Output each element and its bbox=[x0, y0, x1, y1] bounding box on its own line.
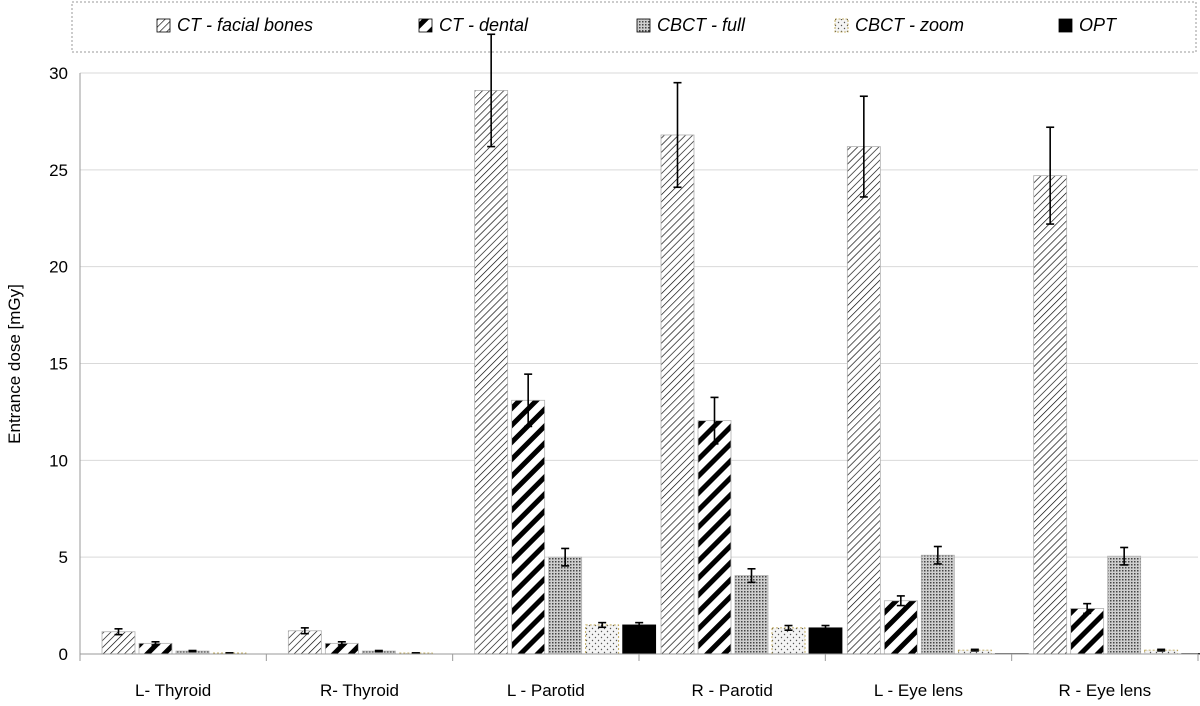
x-tick-label: L- Thyroid bbox=[135, 681, 211, 700]
x-tick-label: L - Eye lens bbox=[874, 681, 963, 700]
grid bbox=[80, 73, 1198, 557]
legend-label: CT - facial bones bbox=[177, 15, 313, 35]
legend-label: CT - dental bbox=[439, 15, 529, 35]
y-tick-label: 20 bbox=[49, 258, 68, 277]
y-tick-label: 5 bbox=[59, 548, 68, 567]
legend-swatch bbox=[157, 19, 170, 32]
bar bbox=[809, 628, 842, 654]
legend-label: OPT bbox=[1079, 15, 1118, 35]
bar bbox=[475, 90, 508, 654]
legend-swatch bbox=[419, 19, 432, 32]
legend-swatch bbox=[835, 19, 848, 32]
bar bbox=[1034, 176, 1067, 654]
bars bbox=[102, 90, 1200, 654]
bar bbox=[1108, 556, 1141, 654]
bar bbox=[884, 601, 917, 654]
x-tick-label: R - Parotid bbox=[692, 681, 773, 700]
y-tick-label: 25 bbox=[49, 161, 68, 180]
bar bbox=[512, 400, 545, 654]
bar bbox=[921, 555, 954, 654]
legend-label: CBCT - zoom bbox=[855, 15, 964, 35]
x-axis: L- Thyroid R- Thyroid L - Parotid R - Parot… bbox=[80, 654, 1198, 700]
x-tick-label: R - Eye lens bbox=[1059, 681, 1152, 700]
y-tick-label: 30 bbox=[49, 64, 68, 83]
y-tick-label: 10 bbox=[49, 451, 68, 470]
y-axis: 0 5 10 15 20 25 30 bbox=[49, 64, 80, 664]
bar bbox=[772, 628, 805, 654]
bar bbox=[549, 557, 582, 654]
legend-swatch bbox=[1059, 19, 1072, 32]
legend-swatch bbox=[637, 19, 650, 32]
bar bbox=[586, 625, 619, 654]
error-bars bbox=[115, 34, 1166, 653]
bar bbox=[661, 135, 694, 654]
y-tick-label: 15 bbox=[49, 355, 68, 374]
bar bbox=[623, 625, 656, 654]
legend-label: CBCT - full bbox=[657, 15, 746, 35]
y-tick-label: 0 bbox=[59, 645, 68, 664]
x-tick-label: L - Parotid bbox=[507, 681, 585, 700]
x-tick-label: R- Thyroid bbox=[320, 681, 399, 700]
bar bbox=[735, 576, 768, 654]
legend: CT - facial bones CT - dental CBCT - full C… bbox=[72, 2, 1196, 52]
bar bbox=[1071, 608, 1104, 654]
bar bbox=[847, 147, 880, 654]
y-axis-title: Entrance dose [mGy] bbox=[5, 284, 24, 444]
bar bbox=[698, 421, 731, 654]
